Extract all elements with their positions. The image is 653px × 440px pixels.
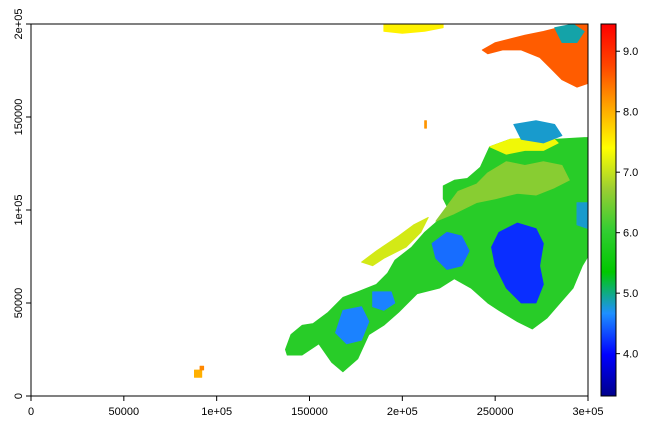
raster-region-7 [424,120,427,129]
legend-tick-label: 4.0 [623,349,638,361]
x-tick-label: 3e+05 [573,406,604,418]
raster-region-15 [554,24,585,43]
x-axis: 0 50000 1e+05 150000 2e+05 250000 3e+05 [28,396,604,418]
legend-tick-label: 7.0 [623,167,638,179]
raster-region-8 [193,369,203,378]
legend-frame [600,23,617,397]
raster-layer [193,24,588,378]
x-tick-label: 50000 [109,406,140,418]
raster-region-13 [372,291,396,311]
x-tick-label: 150000 [291,406,328,418]
x-tick-label: 0 [28,406,34,418]
raster-region-6 [383,24,444,34]
legend-ticks: 4.0 5.0 6.0 7.0 8.0 9.0 [616,46,638,361]
raster-region-16 [576,202,588,230]
raster-region-9 [199,365,205,371]
x-tick-label: 2e+05 [387,406,418,418]
raster-region-11 [431,231,470,270]
raster-region-3 [361,216,429,267]
color-legend: 4.0 5.0 6.0 7.0 8.0 9.0 [600,23,638,397]
y-tick-label: 2e+05 [13,9,25,40]
x-tick-label: 250000 [477,406,514,418]
legend-tick-label: 6.0 [623,228,638,240]
legend-tick-label: 9.0 [623,46,638,58]
raster-region-12 [335,306,370,345]
legend-tick-label: 8.0 [623,107,638,119]
y-tick-label: 150000 [13,99,25,136]
y-tick-label: 1e+05 [13,195,25,226]
legend-tick-label: 5.0 [623,288,638,300]
y-axis: 0 50000 1e+05 150000 2e+05 [13,9,31,399]
raster-region-2 [435,161,570,222]
raster-region-10 [491,222,544,304]
y-tick-label: 0 [13,393,25,399]
raster-region-14 [513,120,563,144]
legend-color-bar [601,24,616,396]
y-tick-label: 50000 [13,288,25,319]
x-tick-label: 1e+05 [201,406,232,418]
